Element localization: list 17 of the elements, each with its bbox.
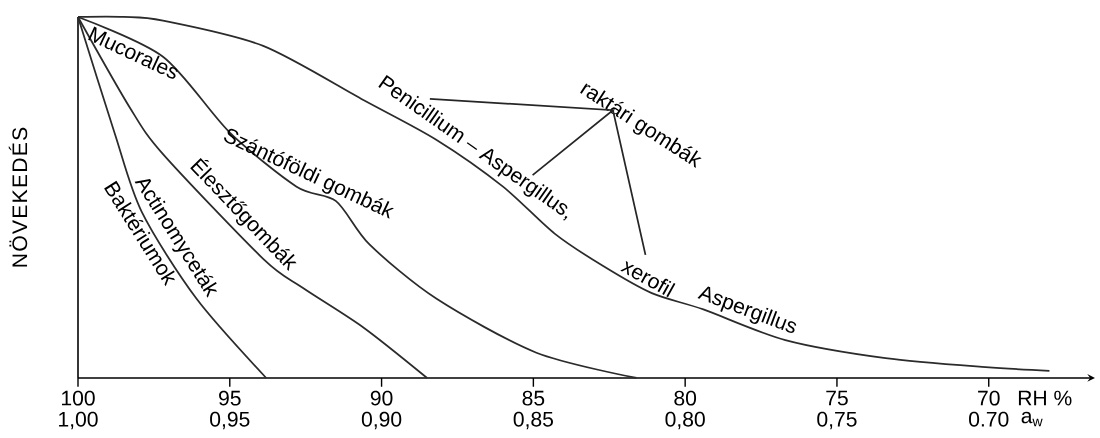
x2-tick-label: 0,75	[817, 411, 857, 430]
x-tick-label: 95	[219, 390, 241, 406]
y-axis-title: NÖVEKEDÉS	[8, 127, 28, 267]
x-tick-label: 100	[62, 390, 95, 406]
x-tick-label: 90	[370, 390, 393, 406]
x2-axis-title: a$_{w}$	[1021, 411, 1043, 427]
x2-tick-label: 0,90	[361, 411, 402, 430]
x2-tick-label: 0,80	[665, 411, 705, 430]
x2-tick-label: 1,00	[59, 411, 98, 430]
x-tick-label: 75	[826, 390, 848, 406]
x-tick-label: 85	[522, 390, 545, 406]
x-tick-label: 80	[674, 390, 697, 406]
x-axis-title: RH %	[1018, 390, 1072, 406]
x2-tick-label: 0.70	[969, 411, 1009, 427]
x-tick-label: 70	[978, 390, 1000, 406]
x2-tick-label: 0,85	[513, 411, 553, 430]
x2-tick-label: 0,95	[210, 411, 250, 430]
